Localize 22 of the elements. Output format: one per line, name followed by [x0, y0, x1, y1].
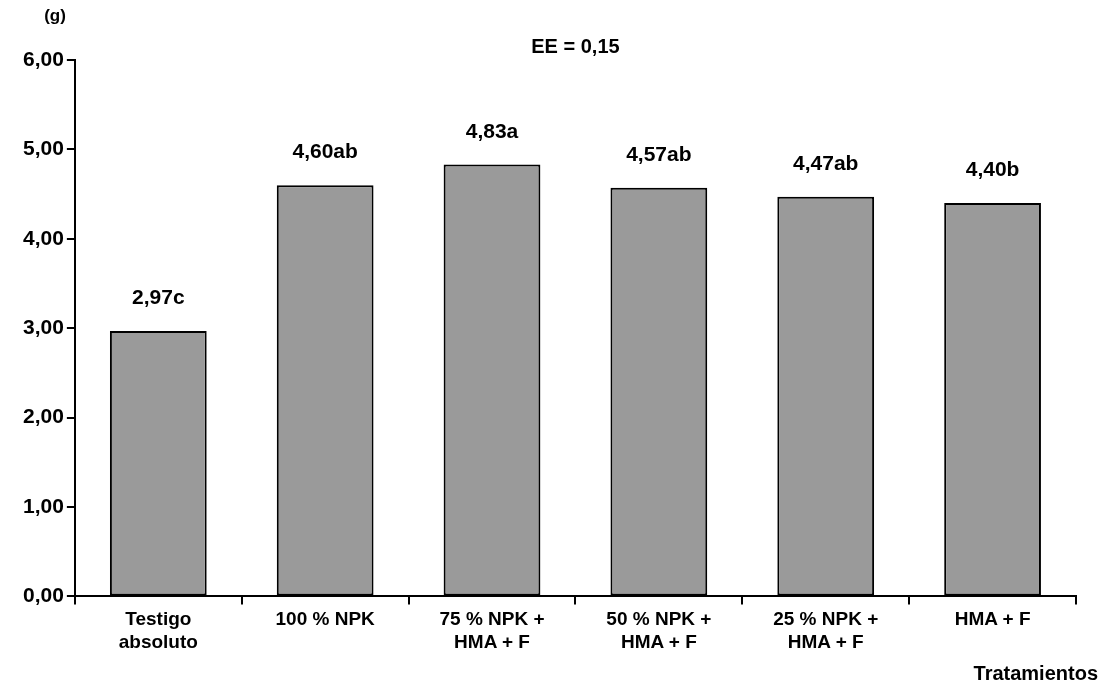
y-tick-label: 5,00	[23, 136, 64, 160]
y-axis-title: (g)	[44, 5, 66, 25]
data-label: 4,60ab	[292, 139, 358, 163]
data-label: 4,83a	[465, 118, 519, 142]
y-tick-label: 2,00	[23, 404, 64, 428]
y-tick-label: 6,00	[23, 46, 64, 70]
x-tick-label: 50 % NPK + HMA + F	[606, 608, 712, 652]
x-axis-title: Tratamientos	[973, 661, 1098, 684]
data-label: 4,47ab	[793, 151, 859, 175]
y-tick-label: 0,00	[23, 583, 64, 607]
data-label: 2,97c	[132, 285, 185, 309]
x-tick-label: 100 % NPK	[275, 608, 376, 630]
y-tick-label: 4,00	[23, 225, 64, 249]
x-tick-label: 25 % NPK + HMA + F	[773, 608, 879, 652]
x-tick-label: HMA + F	[954, 608, 1031, 630]
chart-title: EE = 0,15	[531, 34, 620, 57]
x-tick-label: 75 % NPK + HMA + F	[439, 608, 545, 652]
x-tick-label: Testigo absoluto	[118, 608, 198, 652]
data-label: 4,40b	[965, 157, 1020, 181]
y-tick-label: 3,00	[23, 315, 64, 338]
data-label: 4,57ab	[626, 142, 692, 166]
y-tick-label: 1,00	[23, 493, 64, 517]
